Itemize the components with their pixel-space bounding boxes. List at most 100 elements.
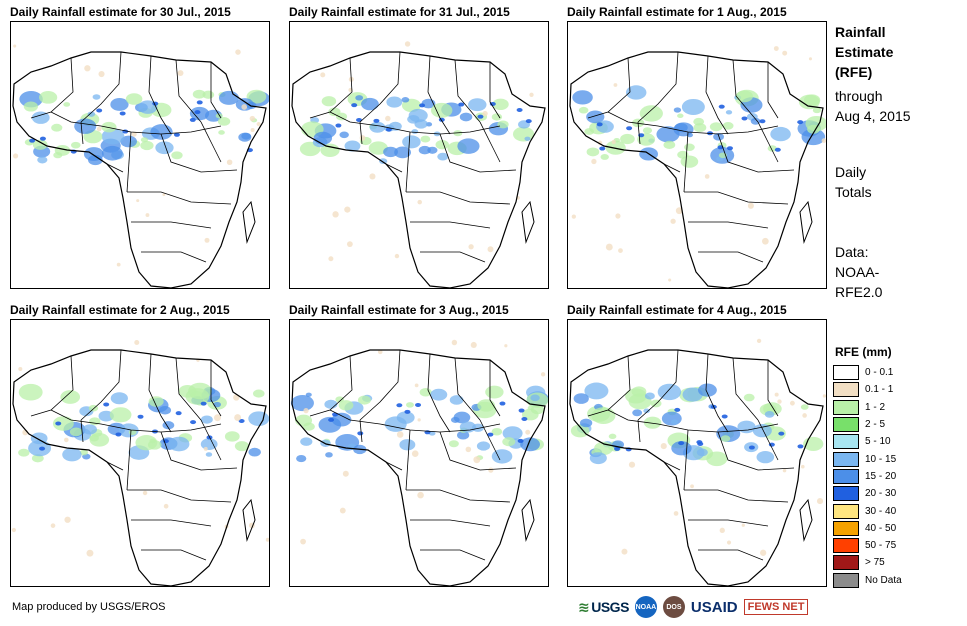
rain-blob (110, 392, 128, 405)
data-label: Data: (835, 244, 869, 260)
map-panel-30-jul: Daily Rainfall estimate for 30 Jul., 201… (10, 4, 270, 289)
rain-blob (681, 98, 705, 116)
rain-blob-heavy (797, 120, 804, 125)
country-border (637, 51, 679, 123)
rain-blob (62, 447, 82, 462)
madagascar-outline (799, 200, 813, 244)
rain-speck (226, 159, 233, 166)
rain-speck (134, 339, 140, 345)
country-border (684, 489, 789, 503)
rain-blob (530, 394, 540, 402)
rain-blob (497, 120, 509, 129)
rain-blob (620, 133, 635, 145)
rain-speck (116, 262, 121, 267)
rain-blob (37, 156, 48, 164)
rain-speck (488, 467, 494, 473)
rain-blob (168, 436, 190, 452)
rain-blob (217, 117, 231, 126)
country-border (683, 131, 689, 193)
noaa-logo: NOAA (634, 596, 657, 618)
rain-blob (248, 447, 261, 457)
panel-title: Daily Rainfall estimate for 31 Jul., 201… (289, 5, 510, 19)
country-border (705, 55, 729, 135)
country-border (200, 419, 222, 461)
rain-speck (747, 202, 754, 209)
rain-blob (19, 90, 43, 108)
rain-speck (670, 218, 676, 224)
rain-speck (690, 484, 694, 489)
rain-blob (101, 145, 123, 161)
country-border (131, 519, 212, 527)
country-border (141, 251, 207, 263)
daily-label: Daily (835, 164, 867, 180)
rain-speck (417, 418, 421, 422)
rain-blob-heavy (768, 442, 775, 447)
rain-blob (89, 417, 101, 426)
rain-blob (324, 399, 338, 409)
map-panel-1-aug: Daily Rainfall estimate for 1 Aug., 2015 (567, 4, 827, 289)
rain-blob (89, 434, 99, 442)
rain-blob (449, 395, 464, 405)
rain-speck (346, 241, 353, 248)
country-border (767, 360, 779, 417)
rain-blob (23, 101, 38, 112)
country-border (410, 221, 491, 229)
rain-blob (189, 106, 210, 121)
rain-speck (136, 199, 140, 203)
rain-speck (249, 115, 256, 122)
africa-map-svg (290, 339, 548, 586)
rain-speck (235, 49, 241, 55)
rain-blob (290, 394, 314, 412)
africa-map-svg (569, 338, 826, 586)
country-border (80, 419, 84, 443)
rain-blob (677, 113, 684, 119)
rain-speck (675, 207, 683, 215)
rain-speck (800, 464, 805, 469)
rain-blob (437, 152, 449, 161)
legend-swatch (833, 572, 859, 588)
rain-blob (520, 437, 541, 452)
rain-blob (192, 89, 206, 99)
rain-blob (770, 126, 791, 142)
rain-speck (396, 431, 404, 438)
rain-speck (394, 253, 400, 259)
rain-speck (417, 491, 424, 499)
rain-blob-heavy (674, 407, 681, 412)
rain-blob-heavy (96, 108, 103, 113)
rain-blob (39, 90, 58, 104)
country-border (359, 121, 363, 145)
legend-item: 30 - 40 (833, 502, 902, 519)
rain-blob-heavy (596, 122, 603, 127)
country-border (420, 251, 486, 263)
rain-blob (485, 385, 504, 399)
rain-speck (163, 503, 169, 509)
rain-blob (491, 113, 503, 121)
rain-blob-heavy (518, 408, 525, 413)
rain-speck (234, 414, 242, 422)
rain-blob (684, 143, 695, 151)
rain-speck (741, 523, 745, 527)
country-border (127, 191, 232, 205)
legend-swatch (833, 417, 859, 433)
rain-blob-heavy (173, 132, 180, 137)
rain-blob (491, 427, 503, 436)
rain-blob (639, 105, 663, 122)
rain-speck (96, 126, 102, 132)
rainfall-map (289, 21, 549, 289)
state-department-logo: DOS (662, 596, 685, 618)
rain-blob (88, 154, 103, 166)
rain-speck (11, 527, 17, 533)
rain-blob-heavy (599, 146, 606, 151)
rain-blob (722, 122, 734, 130)
rain-blob (631, 386, 647, 397)
country-border (479, 419, 501, 461)
rain-blob (339, 131, 349, 139)
rain-blob (401, 97, 410, 103)
rain-speck (320, 72, 326, 78)
africa-map-svg (11, 339, 269, 586)
rain-blob (682, 387, 703, 402)
rain-blob-heavy (373, 118, 380, 123)
country-border (479, 121, 501, 163)
madagascar-outline (242, 200, 256, 244)
rain-blob-heavy (396, 403, 403, 408)
